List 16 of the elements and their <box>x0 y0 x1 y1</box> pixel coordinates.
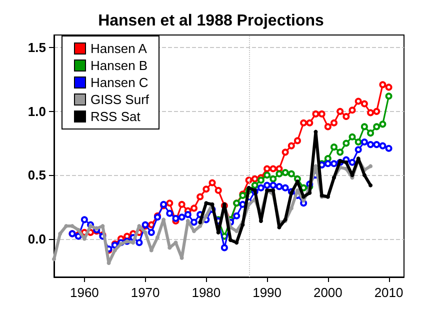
chart-title: Hansen et al 1988 Projections <box>98 12 324 30</box>
y-tick-label: 0.0 <box>28 231 46 246</box>
legend-label: Hansen C <box>90 75 148 90</box>
y-tick-label: 1.0 <box>28 104 46 119</box>
legend-label: Hansen A <box>90 41 148 56</box>
x-tick-label: 1980 <box>192 285 221 300</box>
legend-label: RSS Sat <box>90 109 141 124</box>
legend-label: GISS Surf <box>90 92 150 107</box>
x-tick-label: 1990 <box>252 285 282 300</box>
x-tick-label: 2000 <box>313 285 342 300</box>
x-tick-label: 1960 <box>70 285 99 300</box>
y-tick-label: 0.5 <box>28 168 46 183</box>
legend-label: Hansen B <box>90 58 148 73</box>
x-tick-label: 1970 <box>130 285 160 300</box>
x-tick-label: 2010 <box>374 285 404 300</box>
y-tick-label: 1.5 <box>28 40 46 56</box>
